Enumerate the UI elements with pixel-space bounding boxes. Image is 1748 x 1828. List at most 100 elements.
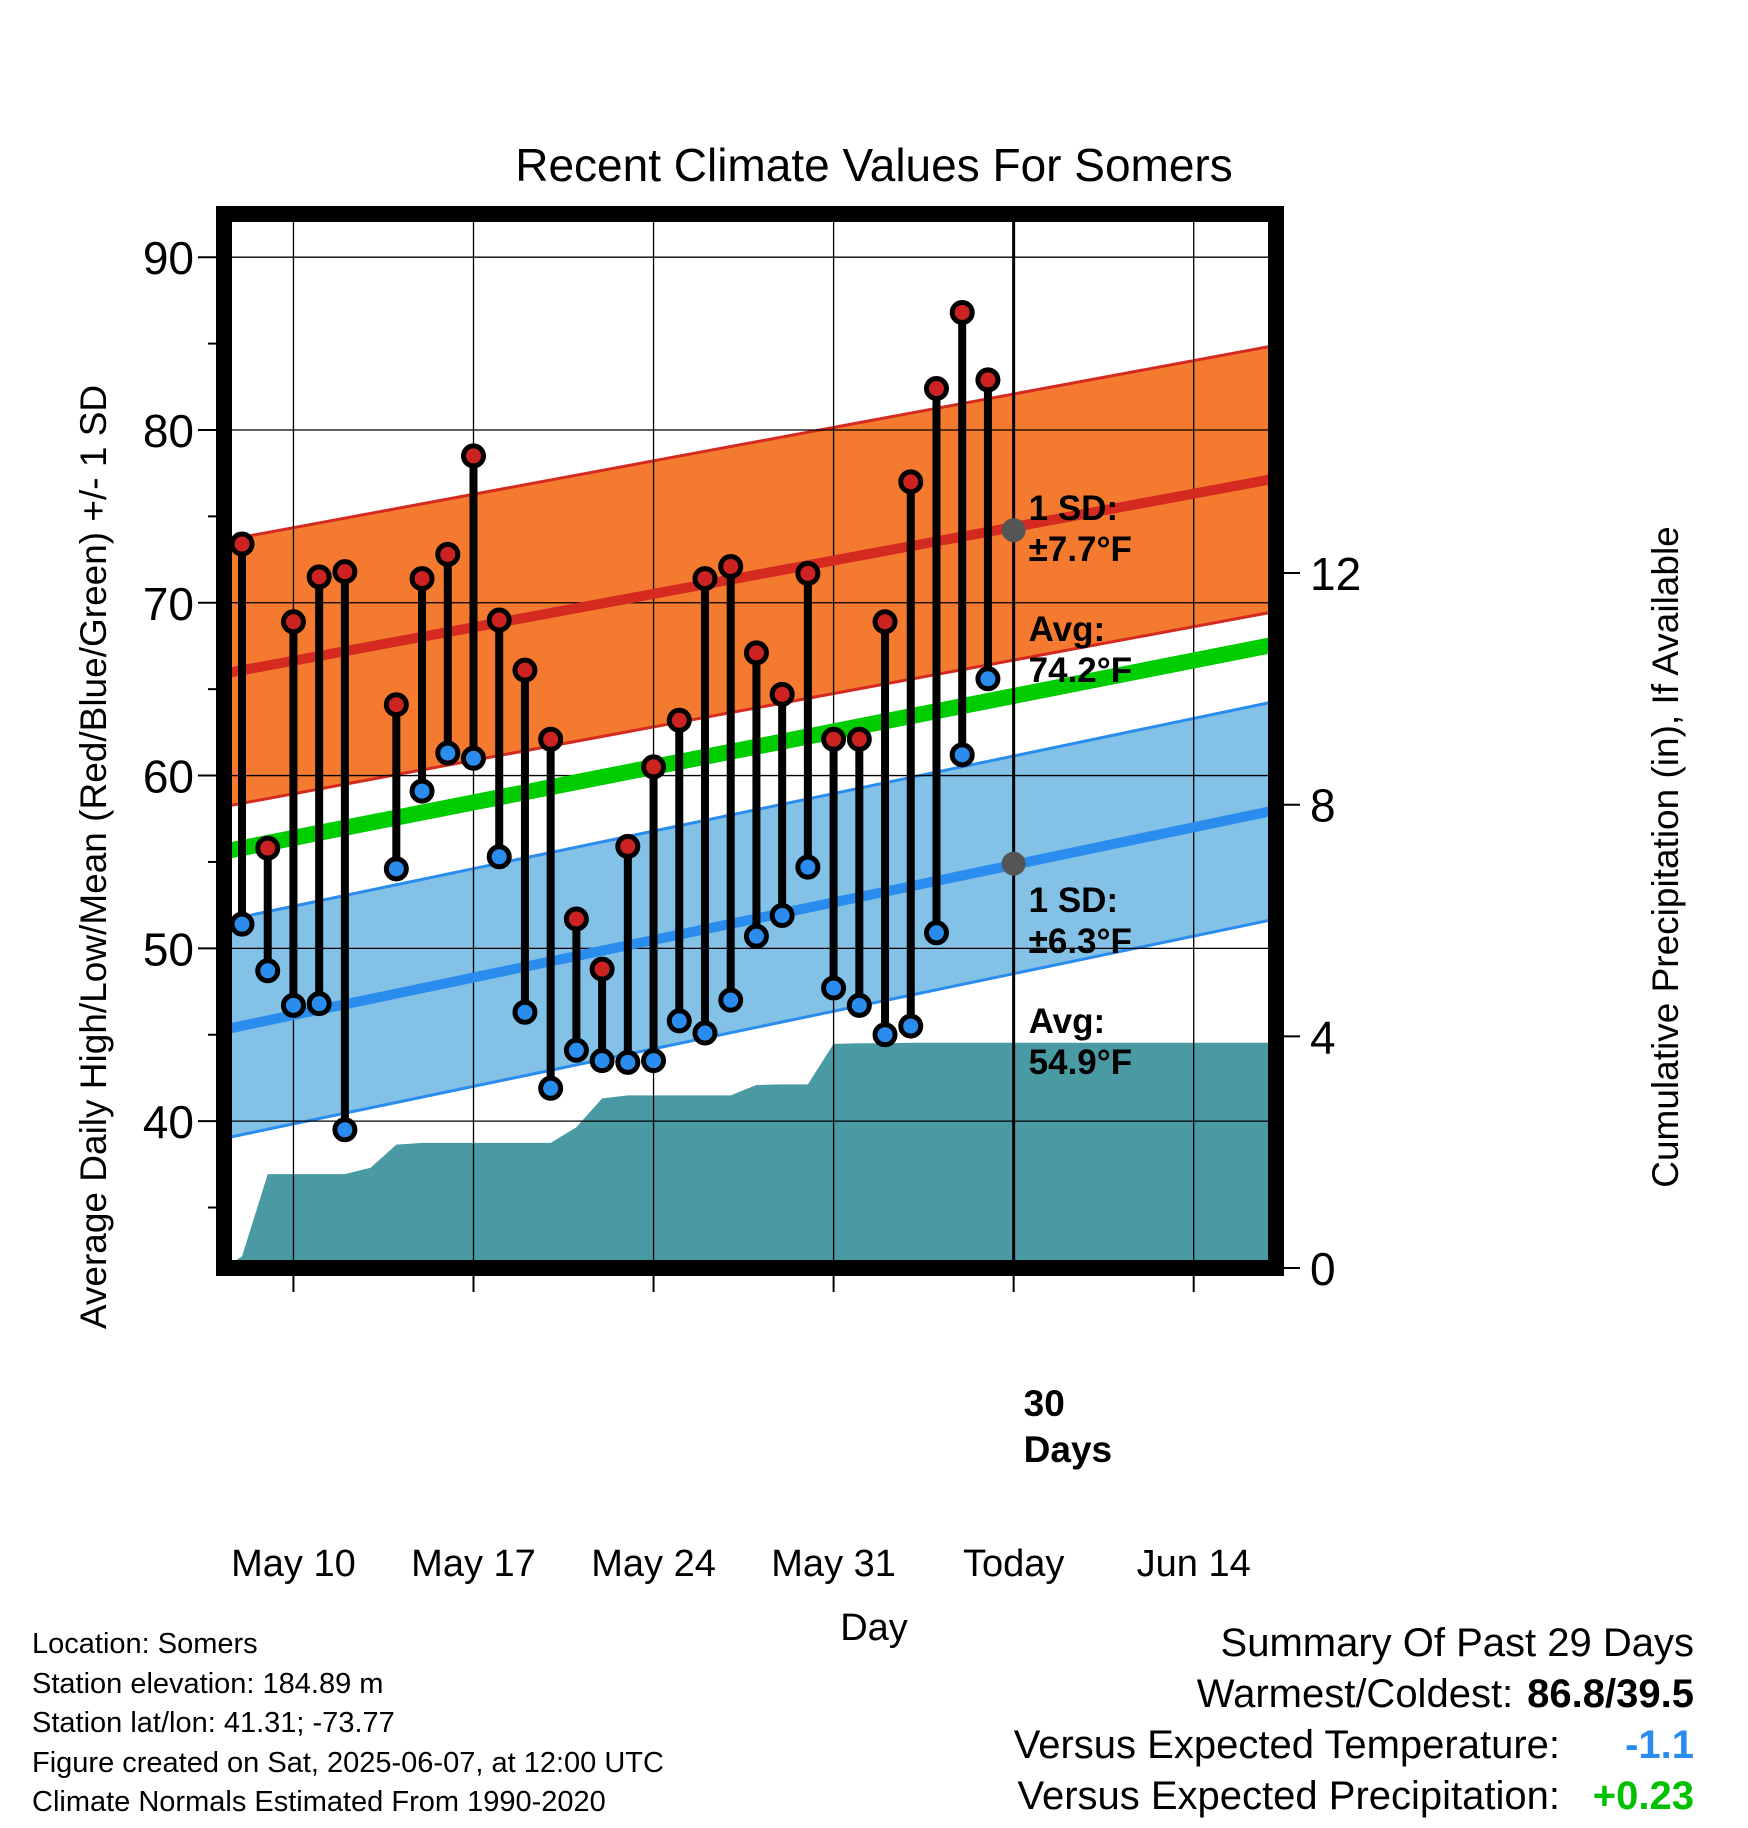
observed-high-point [409, 566, 435, 592]
observed-low-point [898, 1013, 924, 1039]
y-right-tick-label: 12 [1310, 548, 1361, 600]
observed-low-point [409, 778, 435, 804]
observed-high-point [898, 469, 924, 495]
high-avg-annotation: Avg: [1029, 610, 1105, 649]
low-average-line [222, 805, 1278, 1035]
y-right-tick-label: 4 [1310, 1011, 1336, 1063]
y-left-tick-label: 40 [143, 1096, 194, 1148]
observed-low-point [255, 958, 281, 984]
x-tick-label: May 31 [771, 1543, 896, 1585]
days-annotation: Days [1024, 1429, 1112, 1470]
observed-high-point [538, 726, 564, 752]
observed-low-point [589, 1048, 615, 1074]
observed-low-point [975, 666, 1001, 692]
observed-high-point [255, 835, 281, 861]
low-band-lower-edge [223, 917, 1277, 1140]
summary-title-text: Summary Of Past 29 Days [1220, 1621, 1694, 1665]
observed-high-point [769, 681, 795, 707]
observed-high-point [692, 566, 718, 592]
elevation-text: Station elevation: 184.89 m [32, 1667, 384, 1700]
observed-low-point [460, 745, 486, 771]
observed-low-point [512, 999, 538, 1025]
observed-high-point [666, 707, 692, 733]
observed-low-point [949, 742, 975, 768]
observed-high-point [229, 531, 255, 557]
summary-panel: Summary Of Past 29 Days Warmest/Coldest:… [1014, 1618, 1694, 1822]
summary-precip-row: Versus Expected Precipitation: +0.23 [1014, 1771, 1694, 1822]
observed-low-point [538, 1075, 564, 1101]
x-tick-label: May 10 [231, 1543, 356, 1585]
observed-low-point [641, 1048, 667, 1074]
observed-low-point [435, 740, 461, 766]
days-annotation: 30 [1024, 1383, 1065, 1424]
low-sd-annotation: 1 SD: [1029, 881, 1118, 920]
warmest-label: Warmest/Coldest: [1196, 1672, 1514, 1716]
x-tick-label: Today [963, 1543, 1064, 1585]
y-right-tick-label: 0 [1310, 1243, 1336, 1295]
created-text: Figure created on Sat, 2025-06-07, at 12… [32, 1746, 664, 1779]
location-text: Location: Somers [32, 1628, 258, 1660]
observed-high-point [615, 833, 641, 859]
low-avg-annotation: 54.9°F [1029, 1043, 1133, 1082]
precip-deviation-label: Versus Expected Precipitation: [1017, 1774, 1560, 1818]
today-low-avg-marker [1001, 851, 1026, 876]
x-tick-label: May 17 [411, 1543, 536, 1585]
observed-low-point [666, 1008, 692, 1034]
observed-low-point [769, 903, 795, 929]
observed-low-point [332, 1117, 358, 1143]
observed-low-point [795, 854, 821, 880]
high-avg-annotation: 74.2°F [1029, 651, 1133, 690]
observed-low-point [692, 1020, 718, 1046]
y-axis-left-label: Average Daily High/Low/Mean (Red/Blue/Gr… [73, 385, 114, 1329]
observed-low-point [229, 911, 255, 937]
x-tick-label: May 24 [591, 1543, 716, 1585]
observed-low-point [846, 992, 872, 1018]
observed-high-point [975, 367, 1001, 393]
x-axis-label: Day [840, 1607, 908, 1649]
observed-high-point [743, 640, 769, 666]
observed-low-point [280, 992, 306, 1018]
observed-low-point [383, 856, 409, 882]
observed-high-point [383, 692, 409, 718]
x-tick-label: Jun 14 [1137, 1543, 1251, 1585]
temp-deviation-value: -1.1 [1625, 1723, 1694, 1767]
y-left-tick-label: 90 [143, 232, 194, 284]
observed-high-point [332, 559, 358, 585]
observed-high-point [795, 560, 821, 586]
y-axis-right-label: Cumulative Precipitation (in), If Availa… [1645, 526, 1686, 1188]
observed-low-point [872, 1022, 898, 1048]
y-left-tick-label: 60 [143, 751, 194, 803]
observed-high-point [306, 564, 332, 590]
observed-high-point [872, 609, 898, 635]
station-info: Location: Somers Station elevation: 184.… [32, 1625, 664, 1823]
today-high-avg-marker [1001, 518, 1026, 543]
y-right-tick-label: 8 [1310, 780, 1336, 832]
chart-title: Recent Climate Values For Somers [515, 139, 1233, 191]
observed-low-point [821, 975, 847, 1001]
low-sd-annotation: ±6.3°F [1029, 922, 1132, 961]
summary-title: Summary Of Past 29 Days [1014, 1618, 1694, 1669]
observed-high-point [718, 553, 744, 579]
summary-temp-row: Versus Expected Temperature: -1.1 [1014, 1720, 1694, 1771]
precip-deviation-value: +0.23 [1592, 1774, 1694, 1818]
plot-frame [216, 206, 1284, 1276]
observed-high-point [821, 726, 847, 752]
observed-high-point [460, 443, 486, 469]
warmest-value: 86.8/39.5 [1527, 1672, 1694, 1716]
observed-high-point [846, 726, 872, 752]
observed-high-point [563, 906, 589, 932]
observed-high-point [280, 609, 306, 635]
low-avg-annotation: Avg: [1029, 1002, 1105, 1041]
low-band-upper-edge [223, 699, 1277, 923]
observed-high-point [435, 541, 461, 567]
observed-low-point [306, 991, 332, 1017]
observed-high-point [486, 607, 512, 633]
observed-high-point [949, 299, 975, 325]
observed-low-point [615, 1049, 641, 1075]
temp-deviation-label: Versus Expected Temperature: [1013, 1723, 1560, 1767]
y-left-tick-label: 50 [143, 923, 194, 975]
observed-high-point [589, 956, 615, 982]
y-left-tick-label: 70 [143, 578, 194, 630]
high-sd-annotation: ±7.7°F [1029, 530, 1132, 569]
